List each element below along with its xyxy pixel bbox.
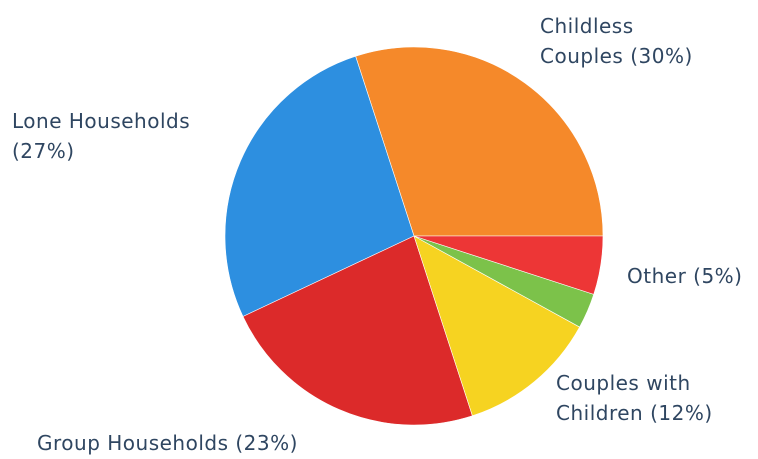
- pie-slice-1: [355, 46, 604, 237]
- slice-label-1: Childless Couples (30%): [540, 14, 693, 68]
- slice-label-line: Lone Households: [12, 109, 190, 133]
- slice-label-line: (27%): [12, 139, 75, 163]
- slice-label-6: Other (5%): [627, 264, 742, 288]
- pie-slice-2: [224, 55, 415, 317]
- slice-label-line: Group Households (23%): [37, 431, 298, 455]
- slice-label-4: Couples with Children (12%): [556, 371, 713, 425]
- slice-labels: Childless Couples (30%) Lone Households (27…: [12, 14, 742, 455]
- pie-slices: [224, 46, 604, 426]
- pie-slice-3: [242, 235, 473, 426]
- slice-label-line: Couples with: [556, 371, 691, 395]
- pie-slice-6: [413, 235, 604, 295]
- pie-slice-4: [413, 235, 581, 417]
- slice-label-line: Other (5%): [627, 264, 742, 288]
- slice-label-2: Lone Households (27%): [12, 109, 190, 163]
- slice-label-line: Couples (30%): [540, 44, 693, 68]
- slice-label-3: Group Households (23%): [37, 431, 298, 455]
- slice-label-line: Children (12%): [556, 401, 713, 425]
- slice-label-line: Childless: [540, 14, 634, 38]
